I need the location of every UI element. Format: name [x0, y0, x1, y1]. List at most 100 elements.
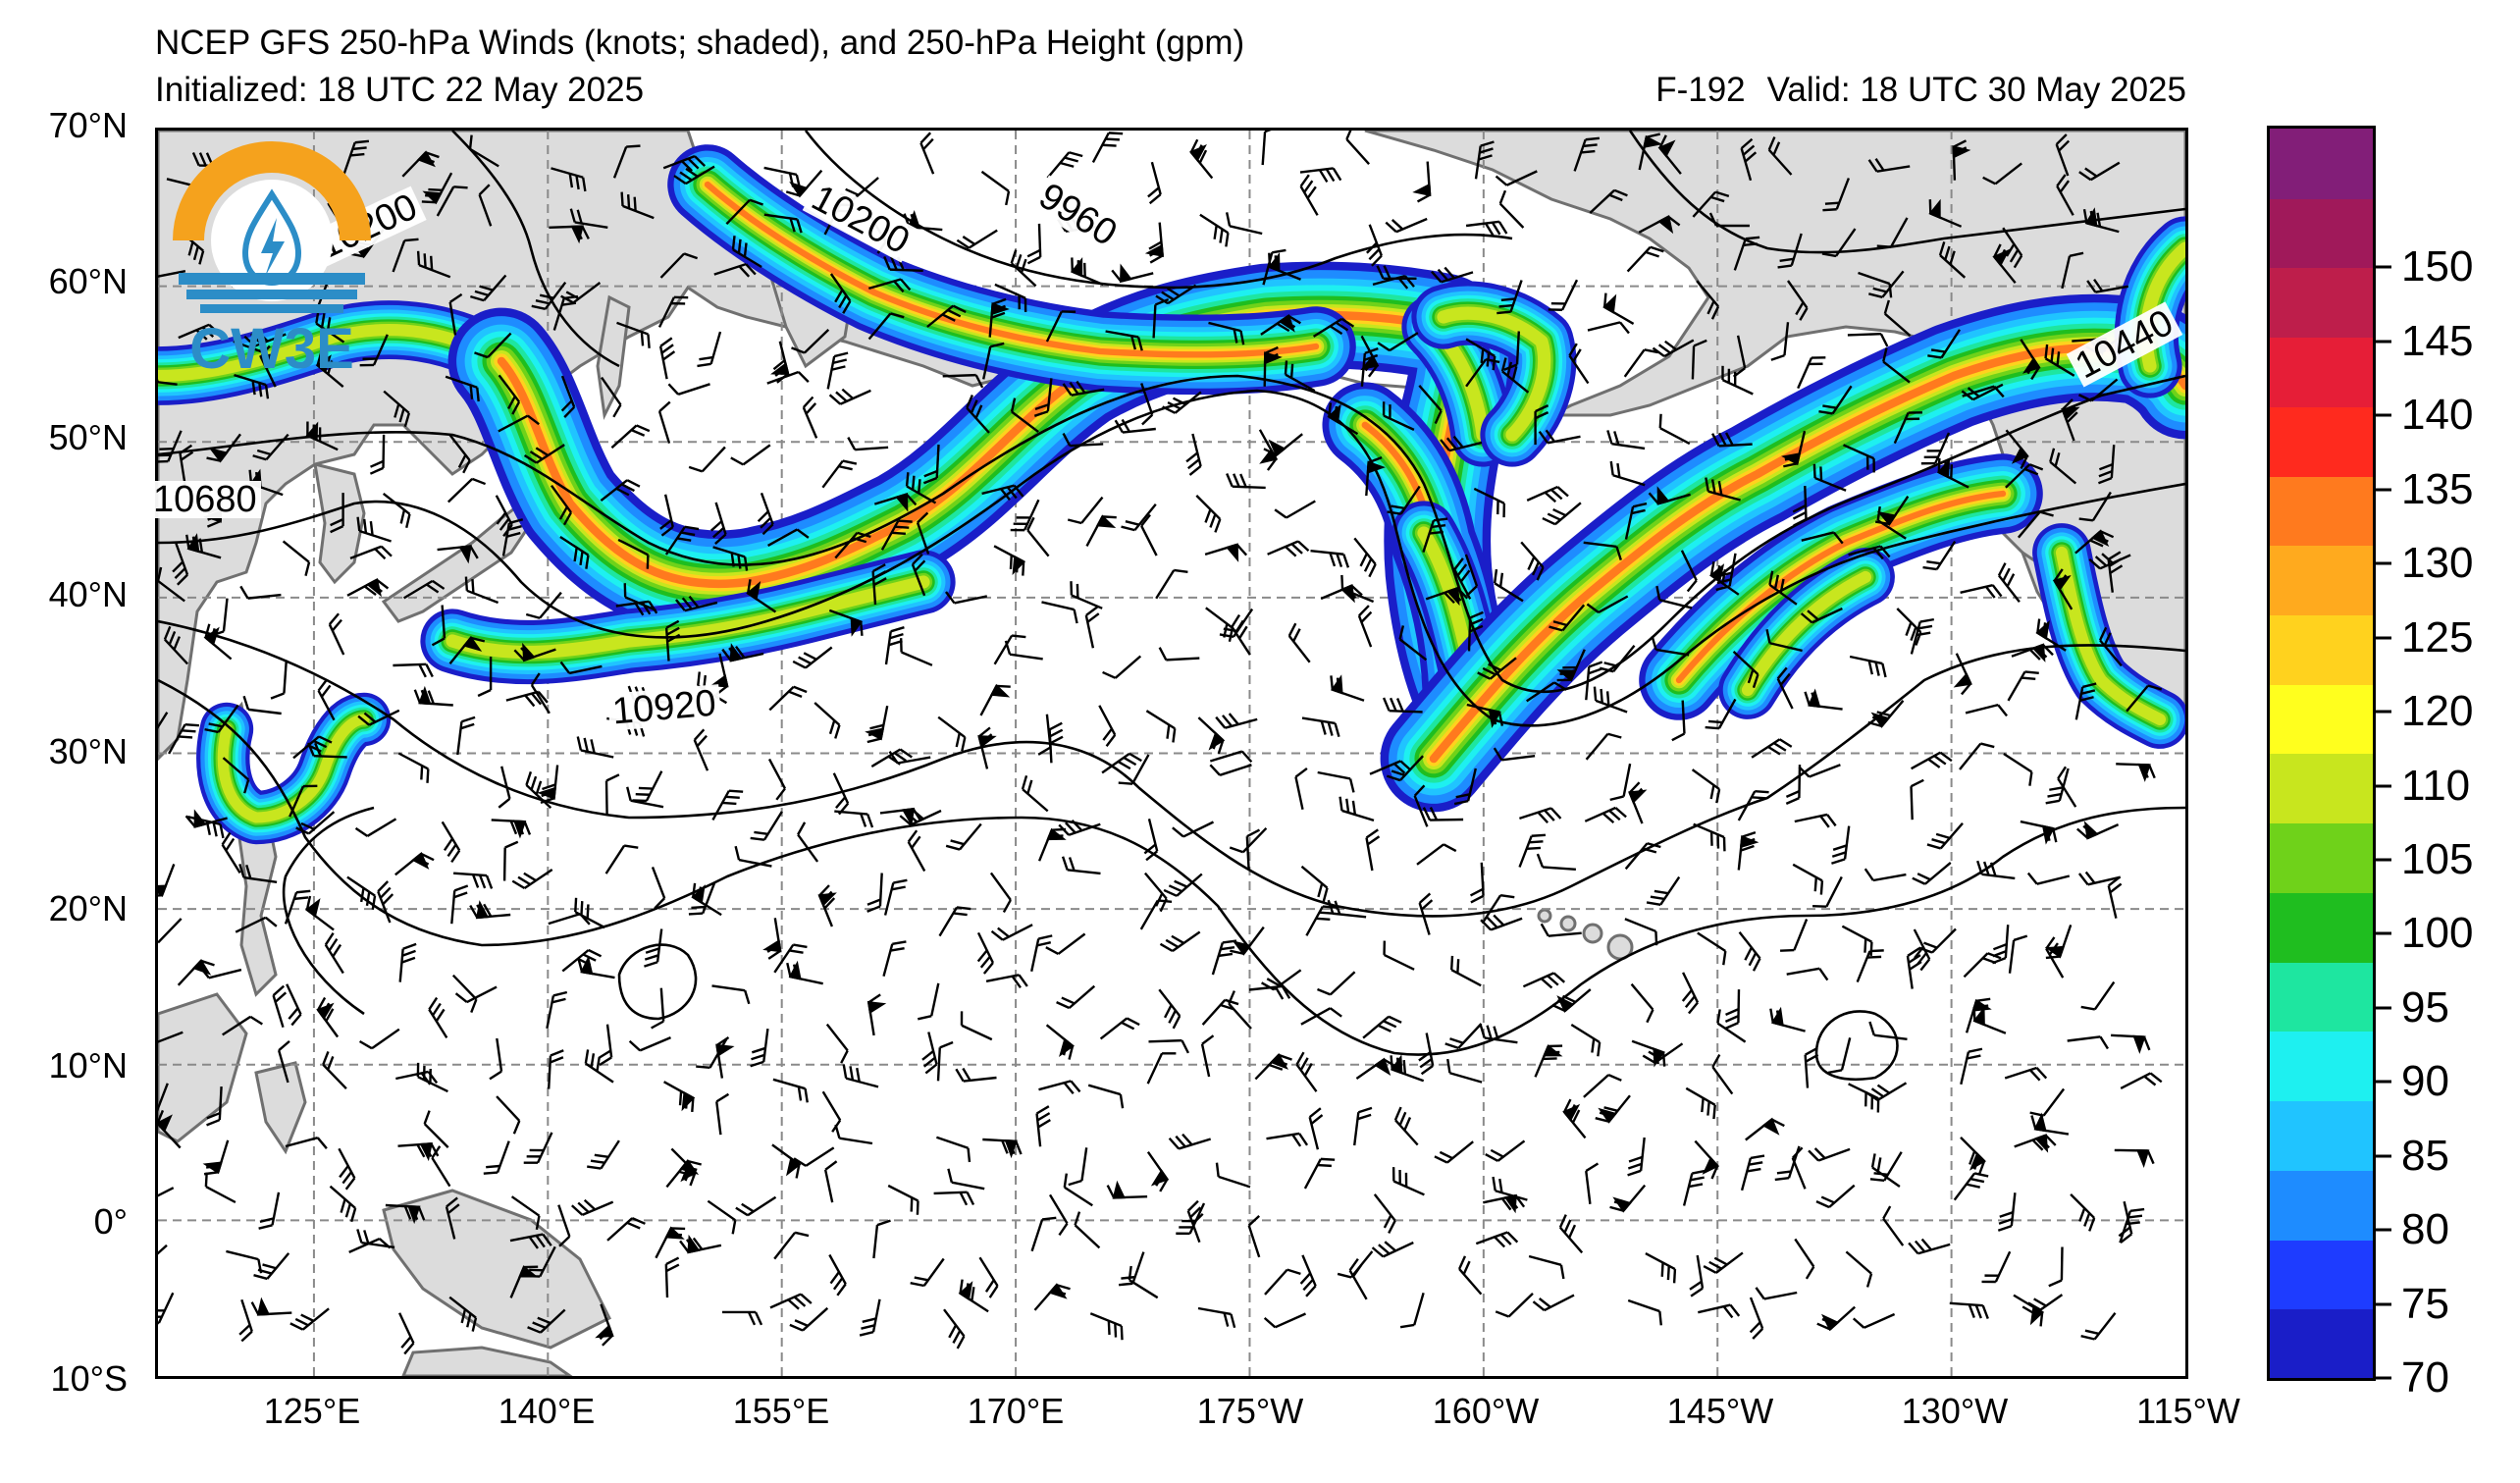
colorbar-tick: [2376, 413, 2391, 417]
wind-barb: [158, 270, 186, 279]
wind-barb: [1146, 1151, 1170, 1192]
wind-barb: [1721, 365, 1754, 396]
wind-barb: [2029, 1087, 2066, 1117]
wind-barb: [1021, 775, 1049, 813]
wind-barb: [1466, 703, 1504, 728]
wind-barb: [1681, 972, 1700, 1015]
wind-barb: [1299, 174, 1319, 216]
wind-barb: [1377, 332, 1419, 352]
colorbar-segment: [2270, 753, 2373, 824]
wind-barb: [1781, 430, 1807, 468]
wind-barb: [259, 344, 279, 388]
wind-barb: [828, 609, 864, 637]
land-borneo: [158, 992, 248, 1143]
wind-barb: [802, 396, 818, 439]
wind-barb: [1262, 248, 1286, 286]
wind-barb: [1627, 1298, 1662, 1326]
wind-barb: [945, 822, 982, 851]
wind-barb: [1767, 136, 1793, 176]
wind-barb: [899, 638, 933, 666]
wind-barb: [1540, 923, 1582, 937]
wind-barb: [1440, 435, 1483, 452]
wind-barb: [2067, 1035, 2110, 1050]
wind-barb: [601, 376, 622, 418]
wind-barb: [762, 918, 782, 960]
jet-band: [1741, 570, 1872, 697]
map-canvas[interactable]: [158, 131, 2185, 1376]
colorbar-label-150: 150: [2401, 242, 2474, 291]
wind-barb: [1992, 243, 2017, 284]
wind-barb: [416, 1062, 448, 1093]
wind-barb: [1399, 1292, 1425, 1329]
wind-barb: [1733, 236, 1760, 271]
wind-barb: [1570, 1023, 1601, 1057]
wind-barb: [1339, 796, 1375, 822]
colorbar-segment: [2270, 475, 2373, 547]
wind-barb: [1926, 822, 1964, 850]
height-contour-line: [451, 131, 620, 368]
wind-barb: [789, 1306, 829, 1332]
wind-barb: [713, 262, 757, 278]
wind-barb: [834, 1124, 873, 1145]
lat-label-30: 30°N: [48, 731, 128, 771]
wind-barb: [1816, 1305, 1857, 1332]
wind-barb: [1624, 502, 1648, 540]
wind-barb: [2020, 339, 2041, 381]
wind-barb: [1231, 613, 1251, 656]
wind-barb: [305, 421, 339, 451]
wind-barb: [1479, 1024, 1518, 1044]
wind-barb: [1981, 1250, 2012, 1284]
colorbar-segment: [2270, 683, 2373, 755]
wind-barb: [469, 900, 511, 920]
wind-barb: [1927, 329, 1962, 359]
colorbar-segment: [2270, 267, 2373, 339]
colorbar-label-80: 80: [2401, 1205, 2449, 1254]
wind-barb: [1371, 1241, 1414, 1258]
wind-barb: [1708, 212, 1750, 228]
wind-barb: [158, 368, 178, 386]
wind-barb: [1755, 1287, 1798, 1300]
wind-barb: [2002, 227, 2023, 269]
wind-barb: [988, 297, 1010, 338]
lon-label-130w: 130°W: [1901, 1391, 2009, 1431]
colorbar-segment: [2270, 1169, 2373, 1241]
wind-barb: [823, 1160, 838, 1203]
wind-barb: [428, 996, 448, 1039]
wind-barb: [1808, 1147, 1851, 1162]
wind-barb: [1360, 346, 1379, 387]
wind-barb: [1953, 653, 1972, 696]
valid-label: Valid: 18 UTC 30 May 2025: [1766, 71, 2186, 109]
wind-barb: [448, 635, 486, 665]
wind-barb: [1263, 433, 1303, 457]
wind-barb: [470, 274, 507, 302]
wind-barb: [549, 225, 590, 244]
wind-barb: [1585, 661, 1603, 701]
wind-barb: [1143, 872, 1168, 913]
wind-barb: [2074, 682, 2097, 720]
wind-barb: [1480, 914, 1523, 931]
wind-barb: [834, 531, 871, 559]
wind-barb: [697, 331, 722, 368]
lat-label-10s: 10°S: [50, 1358, 128, 1399]
wind-barb: [825, 1023, 849, 1064]
wind-barb: [1386, 755, 1424, 782]
wind-barb: [1204, 543, 1248, 562]
wind-barb: [826, 351, 849, 390]
wind-barb: [369, 434, 386, 475]
wind-barb: [1770, 322, 1790, 361]
wind-barb: [1418, 385, 1443, 425]
wind-barb: [1689, 1254, 1705, 1298]
wind-barb: [947, 1168, 985, 1191]
wind-barb: [1624, 842, 1661, 871]
wind-barb: [1102, 655, 1142, 679]
jet-band: [217, 714, 370, 823]
wind-barb: [559, 661, 603, 675]
colorbar-segment: [2270, 822, 2373, 893]
wind-barb: [1965, 704, 2008, 717]
wind-barb: [498, 766, 511, 809]
wind-barb: [1906, 947, 1922, 989]
wind-barb: [1225, 212, 1263, 236]
wind-barb: [873, 493, 918, 512]
wind-barb: [243, 330, 287, 347]
map-panel[interactable]: [155, 128, 2188, 1379]
